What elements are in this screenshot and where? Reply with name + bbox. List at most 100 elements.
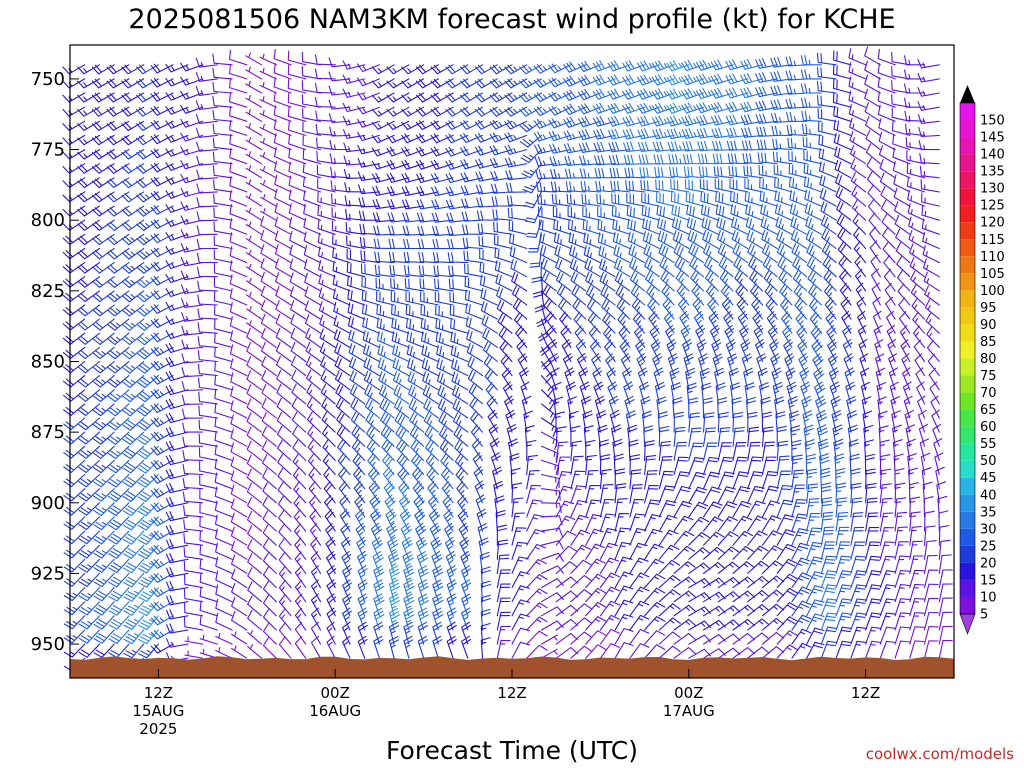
wind-barb [917, 409, 927, 433]
wind-barb [181, 298, 204, 308]
wind-barb [392, 371, 410, 391]
wind-barb [555, 411, 566, 433]
wind-barb [536, 194, 557, 207]
wind-barb [356, 105, 380, 115]
wind-barb [672, 230, 690, 250]
wind-barb [555, 561, 578, 574]
wind-barb [460, 133, 484, 144]
wind-barb [697, 153, 719, 165]
wind-barb [519, 106, 543, 117]
wind-barb [730, 216, 749, 235]
wind-barb [565, 381, 576, 405]
wind-barb [303, 190, 322, 207]
wind-barb [437, 398, 454, 419]
wind-barb [278, 509, 292, 532]
wind-barb [598, 245, 616, 264]
wind-barb [511, 285, 528, 306]
wind-barb [121, 120, 145, 132]
colorbar-swatch [960, 256, 975, 274]
wind-barb [462, 224, 484, 235]
wind-barb [405, 304, 425, 320]
wind-barb [624, 167, 646, 179]
wind-barb [506, 424, 517, 447]
wind-barb [501, 367, 513, 391]
wind-barb [637, 367, 648, 391]
wind-barb [262, 594, 277, 617]
wind-barb [315, 110, 336, 122]
wind-barb [540, 592, 564, 603]
wind-barb [599, 614, 620, 631]
wind-barb [122, 488, 145, 502]
wind-barb [288, 120, 307, 136]
wind-barb [795, 311, 808, 334]
wind-barb [832, 424, 843, 447]
colorbar-label: 95 [980, 301, 997, 316]
wind-barb [658, 485, 676, 504]
wind-barb [516, 339, 528, 363]
wind-barb [638, 154, 660, 165]
wind-barb [416, 199, 439, 210]
wind-barb [785, 84, 808, 95]
wind-barb [658, 470, 674, 490]
wind-barb [627, 231, 646, 250]
wind-barb [483, 354, 498, 377]
wind-barb [668, 154, 690, 165]
wind-barb [424, 425, 439, 447]
wind-barb [165, 288, 189, 298]
wind-barb [817, 108, 837, 122]
wind-barb [231, 631, 248, 645]
wind-barb [893, 174, 911, 193]
wind-barb [776, 602, 798, 617]
wind-barb [608, 141, 631, 153]
wind-barb [92, 262, 115, 274]
wind-barb [761, 471, 778, 490]
wind-barb [245, 249, 263, 264]
wind-barb [230, 428, 248, 447]
wind-barb [214, 318, 233, 334]
wind-barb [896, 255, 911, 278]
wind-barb [913, 339, 926, 363]
wind-barb [310, 565, 322, 589]
wind-barb [489, 92, 513, 103]
wind-barb [570, 455, 584, 476]
wind-barb [585, 543, 605, 560]
wind-barb [816, 80, 837, 94]
wind-barb [759, 382, 770, 405]
colorbar-swatch [960, 596, 975, 614]
wind-barb [122, 431, 145, 445]
wind-barb [894, 626, 911, 645]
wind-barb [275, 300, 292, 320]
wind-barb [621, 367, 632, 391]
wind-barb [732, 590, 756, 603]
wind-barb [389, 264, 410, 278]
wind-barb [871, 282, 881, 306]
wind-barb [333, 315, 351, 334]
wind-barb [358, 197, 380, 208]
wind-barb [548, 130, 572, 142]
wind-barb [356, 63, 380, 73]
wind-barb [421, 357, 439, 377]
wind-barb [446, 565, 457, 589]
wind-barb [906, 176, 926, 193]
wind-barb [612, 231, 631, 250]
wind-barb [421, 344, 439, 363]
wind-barb [892, 424, 902, 447]
wind-barb [923, 540, 937, 560]
wind-barb [78, 643, 101, 658]
wind-barb [137, 459, 159, 474]
wind-barb [259, 165, 277, 179]
wind-barb [917, 395, 926, 419]
wind-barb [644, 543, 664, 560]
wind-barb [773, 164, 793, 179]
wind-barb [797, 339, 808, 363]
wind-barb [504, 132, 528, 143]
wind-barb [567, 219, 587, 235]
wind-barb [231, 645, 248, 659]
wind-barb [643, 244, 660, 264]
wind-barb [357, 565, 368, 589]
wind-barb [247, 525, 263, 546]
wind-barb [318, 301, 336, 320]
wind-barb [480, 594, 491, 617]
wind-barb [730, 204, 749, 221]
wind-barb [885, 310, 896, 334]
